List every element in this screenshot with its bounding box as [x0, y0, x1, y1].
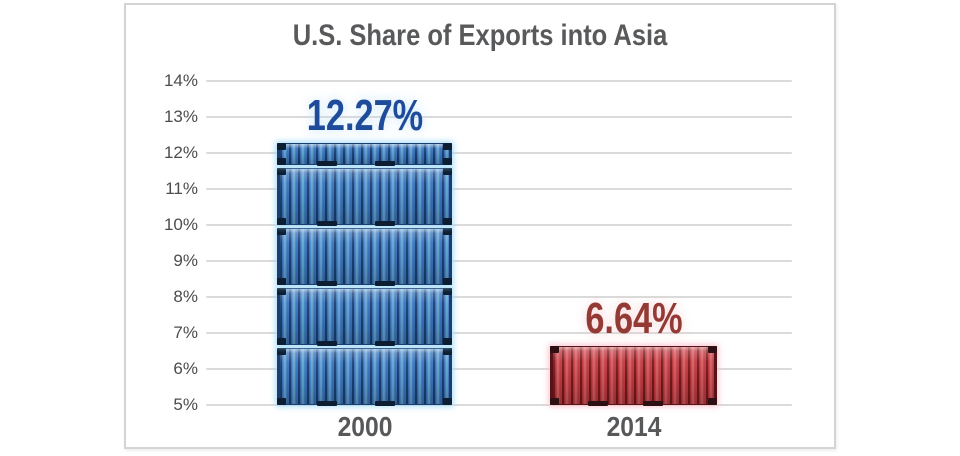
- chart-title: U.S. Share of Exports into Asia: [292, 19, 668, 52]
- container-foot: [317, 341, 338, 346]
- container-foot: [588, 401, 609, 406]
- container-foot: [374, 221, 395, 226]
- container-corner-fitting: [277, 228, 286, 235]
- shipping-container-graphic: [277, 288, 452, 346]
- gridline: [206, 332, 792, 334]
- y-tick-label: 12%: [163, 143, 198, 162]
- container-corner-fitting: [443, 278, 452, 285]
- container-foot: [317, 221, 338, 226]
- y-tick-label: 6%: [173, 359, 198, 378]
- container-corner-fitting: [708, 346, 717, 353]
- y-tick-label: 8%: [173, 287, 198, 306]
- container-corner-fitting: [443, 218, 452, 225]
- shipping-container-graphic: [277, 348, 452, 406]
- container-corner-fitting: [443, 158, 452, 165]
- y-tick-label: 7%: [173, 323, 198, 342]
- container-foot: [374, 401, 395, 406]
- shipping-container-graphic: [550, 346, 717, 406]
- container-corner-fitting: [277, 278, 286, 285]
- y-tick-label: 9%: [173, 251, 198, 270]
- container-corner-fitting: [277, 218, 286, 225]
- container-foot: [642, 401, 663, 406]
- shipping-container-graphic: [277, 143, 452, 166]
- container-corner-fitting: [443, 228, 452, 235]
- chart-frame: U.S. Share of Exports into Asia 14% 13% 12…: [124, 3, 836, 449]
- gridline: [206, 116, 792, 118]
- bar-2014: [550, 346, 717, 406]
- x-category-label: 2000: [337, 411, 392, 442]
- container-corner-fitting: [277, 168, 286, 175]
- bar-2000: [277, 143, 452, 406]
- gridline: [206, 152, 792, 154]
- container-foot: [317, 401, 338, 406]
- y-tick-label: 11%: [165, 179, 198, 198]
- container-foot: [317, 161, 338, 166]
- container-corner-fitting: [277, 143, 286, 150]
- gridline: [206, 296, 792, 298]
- y-tick-label: 13%: [163, 107, 198, 126]
- value-label: 6.64%: [584, 294, 683, 343]
- gridline: [206, 404, 792, 406]
- container-corner-fitting: [277, 398, 286, 405]
- container-foot: [374, 281, 395, 286]
- container-corner-fitting: [443, 338, 452, 345]
- container-corner-fitting: [277, 338, 286, 345]
- container-corner-fitting: [443, 348, 452, 355]
- container-corner-fitting: [443, 398, 452, 405]
- container-corner-fitting: [550, 346, 559, 353]
- container-corner-fitting: [443, 168, 452, 175]
- container-corner-fitting: [443, 288, 452, 295]
- gridline: [206, 224, 792, 226]
- container-corner-fitting: [443, 143, 452, 150]
- gridline: [206, 260, 792, 262]
- gridline: [206, 188, 792, 190]
- y-tick-label: 10%: [163, 215, 198, 234]
- shipping-container-graphic: [277, 228, 452, 286]
- container-foot: [374, 341, 395, 346]
- plot-area: 14% 13% 12% 11% 10% 9% 8% 7% 6% 5% 12.27% 2000 6.64%…: [126, 5, 834, 447]
- y-tick-label: 5%: [173, 395, 198, 414]
- gridline: [206, 368, 792, 370]
- container-foot: [374, 161, 395, 166]
- container-corner-fitting: [550, 398, 559, 405]
- y-tick-label: 14%: [163, 71, 198, 90]
- x-category-label: 2014: [606, 411, 661, 442]
- container-corner-fitting: [277, 158, 286, 165]
- value-label: 12.27%: [306, 91, 423, 140]
- shipping-container-graphic: [277, 168, 452, 226]
- container-corner-fitting: [708, 398, 717, 405]
- container-corner-fitting: [277, 348, 286, 355]
- gridline: [206, 80, 792, 82]
- container-corner-fitting: [277, 288, 286, 295]
- container-foot: [317, 281, 338, 286]
